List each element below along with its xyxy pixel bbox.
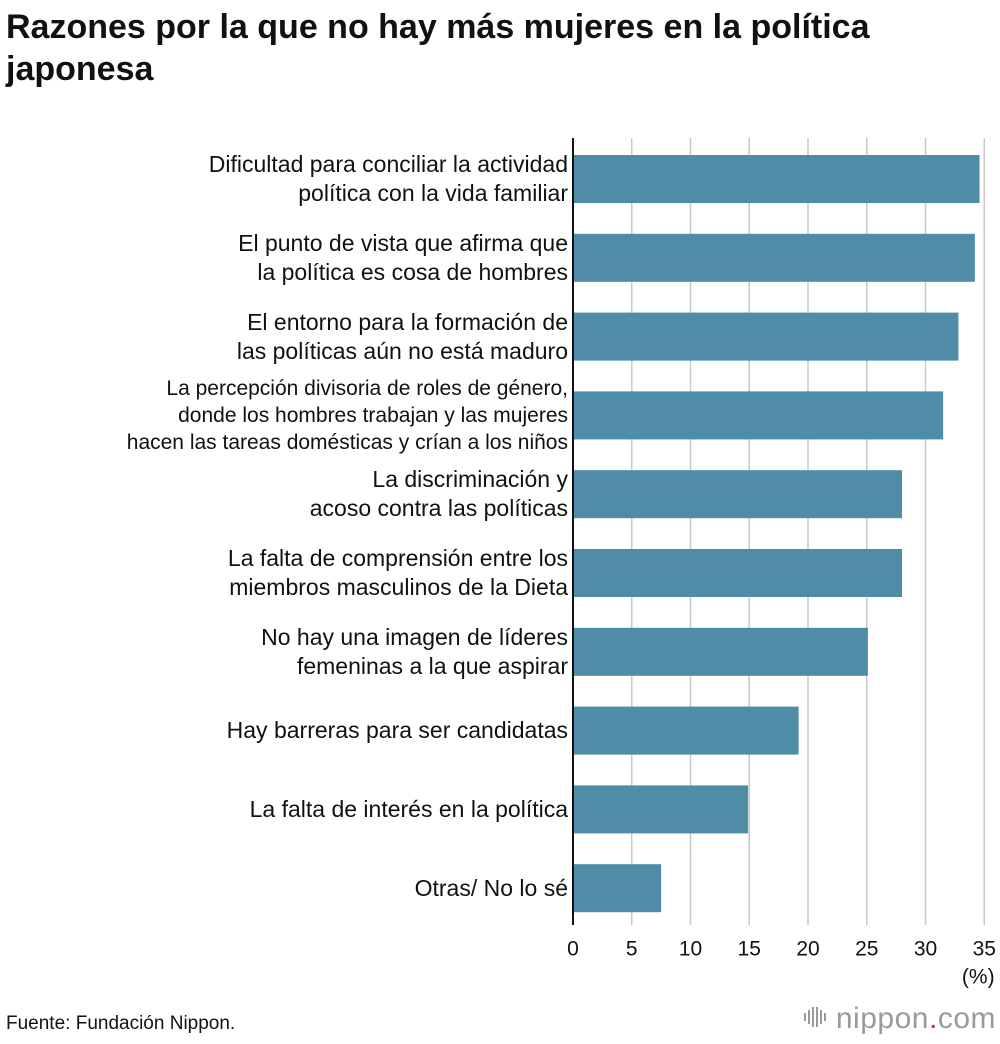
category-label-line: política con la vida familiar (298, 180, 568, 206)
brand-logo[interactable]: nippon. com (803, 1002, 996, 1036)
source-note: Fuente: Fundación Nippon. (6, 1013, 236, 1034)
category-label-2: El entorno para la formación de las polít… (0, 308, 568, 366)
bar-0 (573, 155, 980, 203)
category-label-line: El entorno para la formación de (247, 308, 568, 335)
bars (573, 155, 980, 913)
category-label-4: La discriminación y acoso contra las polí… (0, 465, 568, 523)
category-label-line: la política es cosa de hombres (257, 258, 568, 285)
brand-tld: com (937, 1002, 996, 1035)
bar-8 (573, 785, 749, 834)
bar-2 (573, 312, 959, 361)
bar-6 (573, 627, 868, 676)
x-tick-label-5: 5 (626, 938, 638, 961)
category-label-line: La falta de interés en la política (249, 795, 568, 822)
category-label-3: La percepción divisoria de roles de géne… (0, 375, 568, 456)
bar-1 (573, 233, 975, 282)
category-label-1: El punto de vista que afirma que la polít… (0, 229, 568, 287)
category-label-line: acoso contra las políticas (309, 495, 568, 522)
category-label-line: La falta de comprensión entre los (227, 545, 568, 571)
category-label-line: El punto de vista que afirma que (238, 229, 568, 256)
category-label-line: miembros masculinos de la Dieta (229, 574, 568, 600)
category-label-7: Hay barreras para ser candidatas (0, 716, 568, 745)
x-tick-label-0: 0 (567, 938, 579, 961)
tick-labels: 0 5 10 15 20 25 30 35 (%) (567, 938, 996, 989)
x-axis-unit-label: (%) (962, 966, 995, 989)
category-label-6: No hay una imagen de líderes femeninas a … (0, 623, 568, 681)
bar-5 (573, 549, 902, 597)
category-label-line: La discriminación y (372, 466, 568, 493)
category-label-9: Otras/ No lo sé (0, 874, 568, 903)
category-label-line: donde los hombres trabajan y las mujeres (178, 403, 568, 427)
x-tick-label-10: 10 (679, 938, 702, 961)
category-label-5: La falta de comprensión entre los miembro… (0, 544, 568, 602)
category-label-line: Hay barreras para ser candidatas (226, 717, 568, 744)
x-tick-label-20: 20 (796, 938, 819, 961)
brand-name: nippon (835, 1002, 929, 1035)
x-tick-label-25: 25 (855, 938, 878, 961)
x-tick-label-30: 30 (914, 938, 937, 961)
category-label-line: hacen las tareas domésticas y crían a lo… (126, 430, 568, 454)
bar-chart: 0 5 10 15 20 25 30 35 (%) (567, 138, 996, 989)
x-tick-label-15: 15 (738, 938, 761, 961)
bar-7 (573, 706, 799, 755)
category-label-line: Otras/ No lo sé (414, 874, 568, 901)
nippon-logo-icon (803, 1002, 828, 1036)
category-label-line: No hay una imagen de líderes (261, 623, 568, 650)
bar-4 (573, 470, 902, 519)
category-label-line: femeninas a la que aspirar (296, 652, 568, 679)
category-label-line: Dificultad para conciliar la actividad (208, 151, 568, 177)
bar-3 (573, 391, 944, 440)
chart-title: Razones por la que no hay más mujeres en… (6, 8, 870, 88)
x-tick-label-35: 35 (973, 938, 996, 961)
brand-dot: . (928, 1002, 938, 1035)
category-label-line: La percepción divisoria de roles de géne… (166, 376, 568, 400)
category-label-line: las políticas aún no está maduro (236, 337, 568, 364)
bar-9 (573, 864, 662, 913)
category-label-8: La falta de interés en la política (0, 795, 568, 824)
category-label-0: Dificultad para conciliar la actividad po… (0, 150, 568, 208)
